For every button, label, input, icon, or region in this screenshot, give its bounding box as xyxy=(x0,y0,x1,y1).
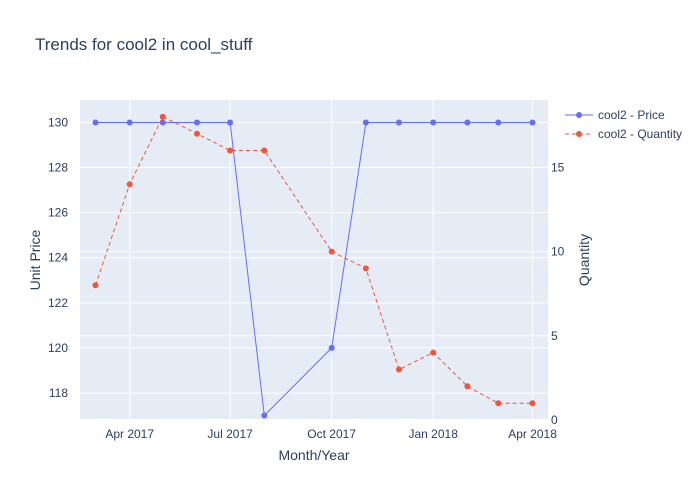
data-point[interactable] xyxy=(126,181,133,188)
data-point[interactable] xyxy=(194,130,200,137)
data-point[interactable] xyxy=(495,400,502,407)
data-point[interactable] xyxy=(159,113,166,120)
data-point[interactable] xyxy=(464,119,471,126)
legend-label: cool2 - Price xyxy=(598,108,665,122)
series-2 xyxy=(92,113,536,407)
plot-area xyxy=(80,100,548,420)
legend-swatch-marker xyxy=(576,112,582,118)
data-point[interactable] xyxy=(396,119,402,126)
legend-item[interactable]: cool2 - Quantity xyxy=(565,127,682,141)
y2-tick-label: 10 xyxy=(551,245,565,259)
data-point[interactable] xyxy=(328,344,335,351)
data-point[interactable] xyxy=(227,119,234,126)
y-tick-label: 118 xyxy=(49,386,68,400)
legend-item[interactable]: cool2 - Price xyxy=(565,108,665,122)
data-point[interactable] xyxy=(430,349,437,356)
x-tick-label: Jul 2017 xyxy=(207,427,253,441)
y-tick-label: 130 xyxy=(48,116,68,130)
data-point[interactable] xyxy=(92,119,99,126)
data-point[interactable] xyxy=(92,282,99,289)
data-point[interactable] xyxy=(261,412,268,419)
data-point[interactable] xyxy=(396,366,402,373)
y-tick-label: 128 xyxy=(48,161,68,175)
data-point[interactable] xyxy=(159,119,166,126)
y-tick-label: 124 xyxy=(48,251,68,265)
y2-axis-title: Quantity xyxy=(576,234,592,286)
data-point[interactable] xyxy=(261,147,268,154)
x-tick-label: Jan 2018 xyxy=(409,427,459,441)
data-point[interactable] xyxy=(529,119,536,126)
legend-swatch-marker xyxy=(576,131,582,137)
y-axis-title: Unit Price xyxy=(27,229,43,290)
x-tick-label: Apr 2017 xyxy=(105,427,154,441)
series-1 xyxy=(92,119,536,419)
data-point[interactable] xyxy=(328,248,335,255)
tick-labels: Apr 2017 Jul 2017 Oct 2017 Jan 2018 Apr 2018… xyxy=(48,116,565,441)
series-layer xyxy=(92,113,536,419)
data-point[interactable] xyxy=(126,119,133,126)
legend[interactable]: cool2 - Price cool2 - Quantity xyxy=(565,108,682,141)
data-point[interactable] xyxy=(227,147,234,154)
x-tick-label: Oct 2017 xyxy=(307,427,356,441)
data-point[interactable] xyxy=(362,119,369,126)
data-point[interactable] xyxy=(430,119,437,126)
data-point[interactable] xyxy=(464,383,471,390)
y2-tick-label: 15 xyxy=(551,160,565,174)
x-axis-title: Month/Year xyxy=(278,447,349,463)
data-point[interactable] xyxy=(194,119,200,126)
y2-tick-label: 0 xyxy=(551,413,558,427)
chart-title: Trends for cool2 in cool_stuff xyxy=(35,35,253,54)
data-point[interactable] xyxy=(495,119,502,126)
y-tick-label: 120 xyxy=(48,341,68,355)
data-point[interactable] xyxy=(362,265,369,272)
y2-tick-label: 5 xyxy=(551,329,558,343)
data-point[interactable] xyxy=(529,400,536,407)
y-tick-label: 126 xyxy=(48,206,68,220)
x-tick-label: Apr 2018 xyxy=(508,427,557,441)
y-tick-label: 122 xyxy=(48,296,68,310)
legend-label: cool2 - Quantity xyxy=(598,127,682,141)
